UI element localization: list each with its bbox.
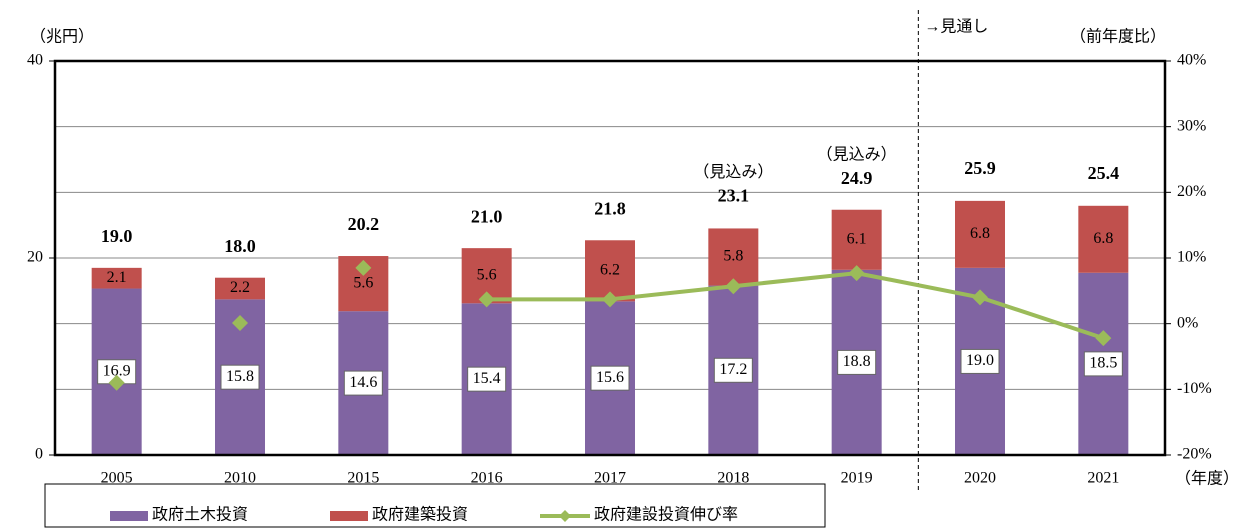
x-tick-label: 2016 xyxy=(471,470,503,487)
bar-segment xyxy=(955,200,1005,268)
data-label: 6.2 xyxy=(600,261,620,278)
data-label-box xyxy=(343,370,383,396)
x-tick-label: 2017 xyxy=(594,470,626,487)
data-label-box xyxy=(1083,351,1123,377)
total-label: 21.0 xyxy=(471,206,503,226)
data-label: 17.2 xyxy=(719,361,747,378)
x-tick-label: 2015 xyxy=(347,470,379,487)
y-tick-label: 20 xyxy=(27,249,43,266)
x-tick-label: 2021 xyxy=(1087,470,1119,487)
legend-label: 政府建設投資伸び率 xyxy=(594,506,738,524)
legend-box xyxy=(44,483,826,528)
total-label: 19.0 xyxy=(101,226,133,246)
bar-segment xyxy=(215,277,265,300)
legend-swatch xyxy=(559,510,571,522)
bar-segment xyxy=(1078,205,1129,273)
line xyxy=(486,271,1104,341)
data-label: 2.2 xyxy=(230,279,250,296)
legend-swatch xyxy=(110,511,148,521)
total-label: 21.8 xyxy=(594,198,626,218)
data-label: 2.1 xyxy=(107,269,127,286)
y-tick-label: 40 xyxy=(27,52,43,69)
data-label: 5.8 xyxy=(723,248,743,265)
line-marker xyxy=(725,278,742,295)
y-axis-label: （兆円） xyxy=(30,28,94,46)
total-label: 25.9 xyxy=(964,158,996,178)
y2-tick-label: 10% xyxy=(1177,249,1206,266)
plot-frame xyxy=(53,59,1167,457)
y2-tick-label: 20% xyxy=(1177,183,1206,200)
legend-label: 政府建築投資 xyxy=(372,506,468,524)
line-marker xyxy=(232,315,248,332)
data-label: 19.0 xyxy=(966,352,994,369)
y2-tick-label: 0% xyxy=(1177,314,1198,331)
y2-axis-label: （前年度比） xyxy=(1070,28,1166,46)
annotation: →見通し xyxy=(924,18,988,36)
data-label: 5.6 xyxy=(353,274,373,291)
line-marker xyxy=(355,259,372,276)
data-label: 6.8 xyxy=(970,225,990,242)
line-marker xyxy=(1095,330,1112,347)
y2-tick-label: 40% xyxy=(1177,52,1206,69)
y2-tick-label: -20% xyxy=(1177,446,1212,463)
data-label-box xyxy=(837,349,877,375)
x-tick-label: 2019 xyxy=(841,470,873,487)
data-label: 14.6 xyxy=(349,374,377,391)
total-label: 20.2 xyxy=(348,214,380,234)
line-marker xyxy=(602,291,618,308)
data-label: 15.8 xyxy=(226,368,254,385)
bar-segment xyxy=(585,240,635,302)
data-label: 6.1 xyxy=(847,230,867,247)
data-label: 5.6 xyxy=(477,266,497,283)
data-label: 15.4 xyxy=(473,370,501,387)
x-tick-label: 2010 xyxy=(224,470,256,487)
data-label-box xyxy=(713,357,753,383)
data-label-box xyxy=(467,366,507,392)
legend-label: 政府土木投資 xyxy=(152,506,248,524)
total-label: 18.0 xyxy=(224,236,256,256)
line-marker xyxy=(848,265,865,282)
total-label: 23.1 xyxy=(718,186,750,206)
data-label-box xyxy=(590,365,630,391)
data-label: 16.9 xyxy=(103,362,131,379)
data-label-box xyxy=(960,348,1000,374)
y2-tick-label: -10% xyxy=(1177,380,1212,397)
x-tick-label: 2005 xyxy=(101,470,133,487)
x-axis-label: （年度） xyxy=(1175,470,1239,488)
bar-segment xyxy=(831,209,882,270)
data-label-box xyxy=(220,364,260,390)
x-tick-label: 2020 xyxy=(964,470,996,487)
data-label: 15.6 xyxy=(596,369,624,386)
bar-segment xyxy=(708,228,759,286)
total-label: 25.4 xyxy=(1088,163,1120,183)
data-label: 6.8 xyxy=(1093,230,1113,247)
line-marker xyxy=(108,374,125,391)
y2-tick-label: 30% xyxy=(1177,117,1206,134)
legend-swatch xyxy=(330,511,368,521)
bar-segment xyxy=(91,267,142,289)
annotation: （見込み） xyxy=(693,163,773,181)
y-tick-label: 0 xyxy=(35,446,43,463)
data-label: 18.5 xyxy=(1089,355,1117,372)
line-marker xyxy=(478,291,495,308)
data-label: 18.8 xyxy=(843,353,871,370)
x-tick-label: 2018 xyxy=(717,470,749,487)
annotation: （見込み） xyxy=(817,145,897,163)
line-marker xyxy=(972,289,988,306)
total-label: 24.9 xyxy=(841,168,873,188)
